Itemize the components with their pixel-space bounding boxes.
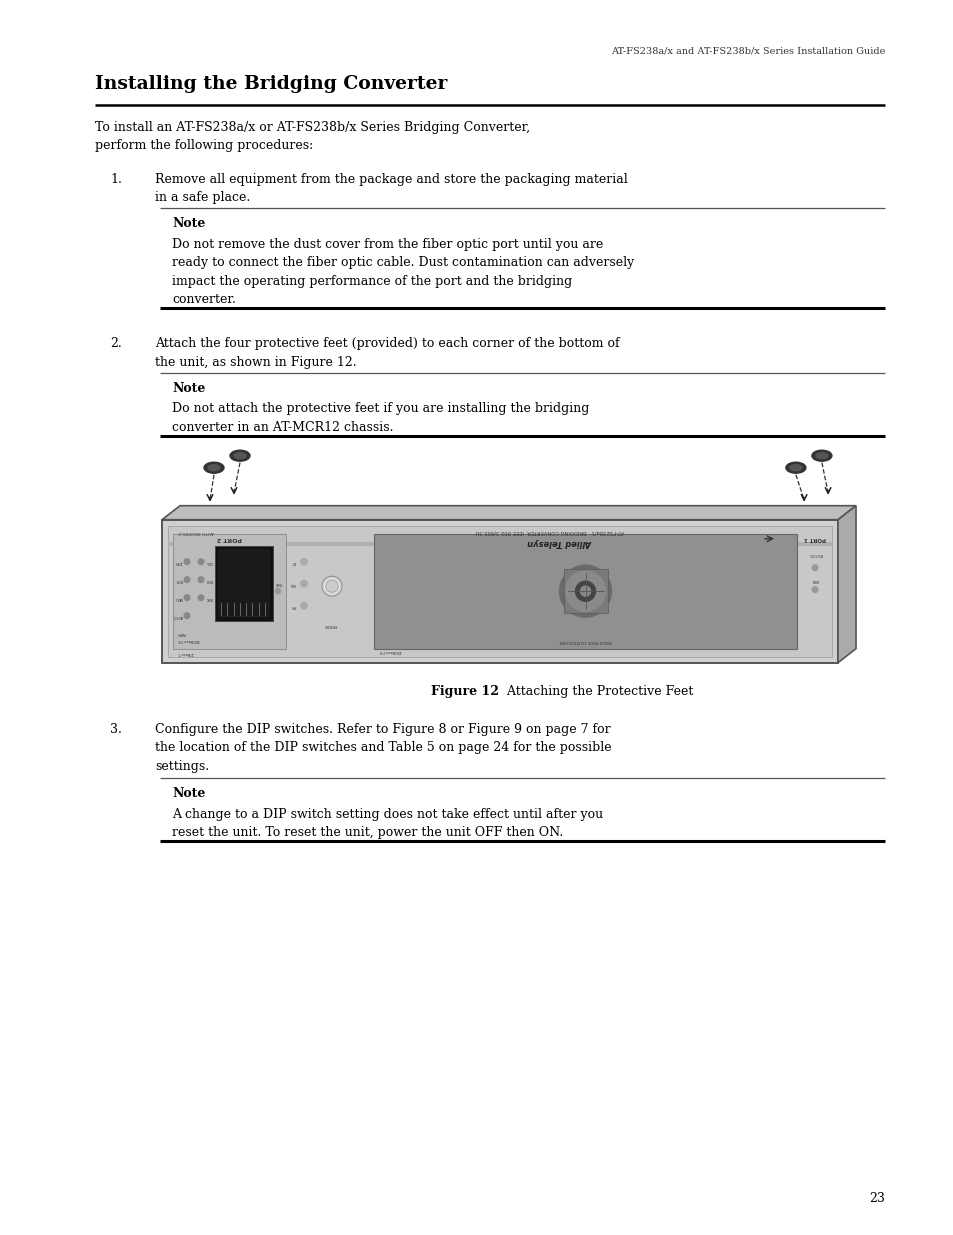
Text: NEG: NEG	[175, 595, 183, 600]
Text: FDX: FDX	[175, 578, 183, 582]
Circle shape	[565, 572, 605, 611]
Text: perform the following procedures:: perform the following procedures:	[95, 140, 313, 152]
Text: impact the operating performance of the port and the bridging: impact the operating performance of the …	[172, 274, 572, 288]
Ellipse shape	[204, 462, 224, 473]
Text: Attaching the Protective Feet: Attaching the Protective Feet	[498, 684, 693, 698]
Text: SINGLE MODE 1310TX/1550RX: SINGLE MODE 1310TX/1550RX	[558, 638, 611, 642]
Circle shape	[198, 577, 204, 583]
Text: Attach the four protective feet (provided) to each corner of the bottom of: Attach the four protective feet (provide…	[154, 337, 619, 351]
Text: LNK: LNK	[810, 578, 818, 582]
Text: Configure the DIP switches. Refer to Figure 8 or Figure 9 on page 7 for: Configure the DIP switches. Refer to Fig…	[154, 722, 610, 736]
Circle shape	[184, 613, 190, 619]
Text: reset the unit. To reset the unit, power the unit OFF then ON.: reset the unit. To reset the unit, power…	[172, 826, 562, 840]
Ellipse shape	[815, 453, 827, 458]
Text: 10M: 10M	[175, 559, 183, 563]
Text: Do not attach the protective feet if you are installing the bridging: Do not attach the protective feet if you…	[172, 403, 589, 415]
Text: Note: Note	[172, 788, 205, 800]
Text: Allied Telesyn: Allied Telesyn	[527, 537, 592, 547]
Circle shape	[198, 595, 204, 600]
Ellipse shape	[233, 453, 246, 458]
Text: MODE: MODE	[323, 622, 336, 626]
Text: 23: 23	[868, 1192, 884, 1205]
Bar	[214, 546, 273, 621]
Text: AT-FS238a/x and AT-FS238b/x Series Installation Guide: AT-FS238a/x and AT-FS238b/x Series Insta…	[610, 47, 884, 56]
Circle shape	[326, 580, 337, 593]
Text: To install an AT-FS238a/x or AT-FS238b/x Series Bridging Converter,: To install an AT-FS238a/x or AT-FS238b/x…	[95, 121, 530, 135]
Ellipse shape	[208, 464, 220, 471]
Text: LNK: LNK	[274, 582, 281, 585]
Circle shape	[198, 559, 204, 564]
Circle shape	[184, 577, 190, 583]
Circle shape	[275, 589, 280, 594]
Circle shape	[300, 558, 307, 564]
Circle shape	[558, 566, 611, 618]
Text: the unit, as shown in Figure 12.: the unit, as shown in Figure 12.	[154, 356, 356, 369]
Circle shape	[300, 603, 307, 609]
Circle shape	[579, 587, 590, 597]
Text: 10Base-T: 10Base-T	[177, 651, 193, 655]
Polygon shape	[837, 505, 855, 663]
Text: 2.: 2.	[110, 337, 122, 351]
Bar	[168, 542, 831, 546]
Text: A change to a DIP switch setting does not take effect until after you: A change to a DIP switch setting does no…	[172, 808, 602, 821]
Text: 100Base-TX: 100Base-TX	[177, 637, 200, 642]
Bar	[563, 569, 607, 614]
Circle shape	[300, 580, 307, 587]
Text: Note: Note	[172, 382, 205, 395]
Ellipse shape	[230, 451, 250, 461]
Text: 100Base-FX: 100Base-FX	[377, 648, 400, 653]
Text: Figure 12: Figure 12	[431, 684, 498, 698]
Text: AT-FS238a/1   BRIDGING CONVERTER  IEEE 802.3/802.3U: AT-FS238a/1 BRIDGING CONVERTER IEEE 802.…	[476, 530, 623, 535]
Ellipse shape	[785, 462, 805, 473]
Text: Do not remove the dust cover from the fiber optic port until you are: Do not remove the dust cover from the fi…	[172, 237, 602, 251]
Text: PORT 1: PORT 1	[803, 536, 825, 541]
Text: LNK: LNK	[205, 595, 212, 600]
Text: Remove all equipment from the package and store the packaging material: Remove all equipment from the package an…	[154, 173, 627, 185]
Circle shape	[184, 595, 190, 600]
Text: LT: LT	[292, 559, 295, 563]
Bar	[219, 550, 269, 616]
Text: settings.: settings.	[154, 760, 209, 773]
Text: AUTO MDI/MDI-X: AUTO MDI/MDI-X	[178, 530, 213, 534]
Text: converter.: converter.	[172, 293, 235, 306]
Text: WL: WL	[289, 582, 295, 585]
Text: FD/COL: FD/COL	[807, 552, 821, 556]
Text: AUTO: AUTO	[172, 614, 183, 618]
Text: COL: COL	[205, 559, 213, 563]
Text: PWR: PWR	[177, 631, 186, 635]
Text: ready to connect the fiber optic cable. Dust contamination can adversely: ready to connect the fiber optic cable. …	[172, 256, 634, 269]
Text: the location of the DIP switches and Table 5 on page 24 for the possible: the location of the DIP switches and Tab…	[154, 741, 611, 755]
Text: Note: Note	[172, 217, 205, 230]
Text: PORT 2: PORT 2	[216, 536, 242, 541]
Circle shape	[322, 577, 341, 597]
Text: 1.: 1.	[110, 173, 122, 185]
Circle shape	[811, 587, 817, 593]
Text: 3.: 3.	[110, 722, 122, 736]
Bar	[374, 534, 796, 648]
Circle shape	[184, 559, 190, 564]
Polygon shape	[162, 505, 855, 520]
Text: M: M	[292, 604, 295, 608]
Circle shape	[575, 582, 595, 601]
Text: converter in an AT-MCR12 chassis.: converter in an AT-MCR12 chassis.	[172, 421, 393, 433]
Ellipse shape	[811, 451, 831, 461]
Bar	[172, 534, 286, 648]
Text: Installing the Bridging Converter: Installing the Bridging Converter	[95, 75, 447, 93]
Circle shape	[811, 564, 817, 571]
Ellipse shape	[789, 464, 801, 471]
Bar	[162, 520, 837, 663]
Bar	[168, 526, 831, 657]
Text: FDX: FDX	[205, 578, 213, 582]
Text: in a safe place.: in a safe place.	[154, 191, 250, 204]
